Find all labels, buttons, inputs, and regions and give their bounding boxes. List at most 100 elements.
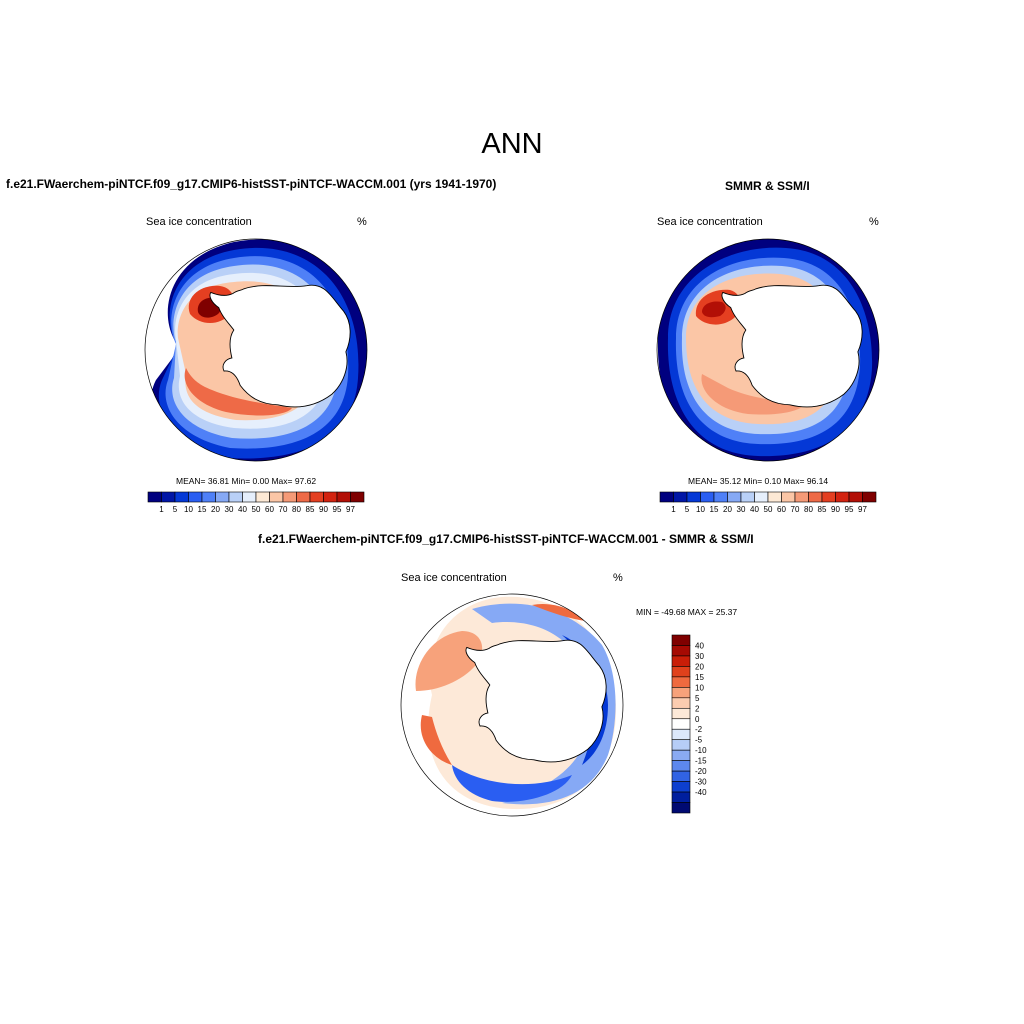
colorbar-swatch (671, 666, 691, 678)
colorbar-tick-label: 30 (225, 505, 234, 514)
colorbar-swatch (671, 781, 691, 793)
colorbar-tick-label: 40 (238, 505, 247, 514)
model-map (144, 238, 368, 462)
model-stats: MEAN= 36.81 Min= 0.00 Max= 97.62 (176, 476, 317, 486)
colorbar-tick-label: -10 (695, 746, 707, 755)
diff-units-label: % (613, 572, 623, 584)
colorbar-tick-label: 5 (695, 694, 700, 703)
diff-panel-title: f.e21.FWaerchem-piNTCF.f09_g17.CMIP6-his… (258, 532, 754, 546)
colorbar-swatch (671, 676, 691, 688)
colorbar-tick-label: 1 (159, 505, 164, 514)
colorbar-tick-label: 20 (695, 662, 704, 671)
colorbar-tick-label: 60 (265, 505, 274, 514)
colorbar-tick-label: 40 (695, 641, 704, 650)
colorbar-tick-label: 85 (818, 505, 827, 514)
colorbar-swatch (671, 634, 691, 646)
colorbar-tick-label: 1 (671, 505, 676, 514)
colorbar-tick-label: 50 (764, 505, 773, 514)
colorbar-tick-label: 15 (695, 673, 704, 682)
map-boundary (144, 238, 368, 462)
colorbar-swatch (671, 728, 691, 741)
colorbar-swatch (161, 491, 176, 503)
colorbar-tick-label: 95 (845, 505, 854, 514)
colorbar-tick-label: 70 (279, 505, 288, 514)
colorbar-swatch (671, 655, 691, 667)
map-boundary (400, 593, 624, 817)
colorbar-swatch (188, 491, 203, 503)
colorbar-swatch (671, 802, 691, 814)
colorbar-tick-label: 60 (777, 505, 786, 514)
colorbar-swatch (174, 491, 189, 503)
colorbar-swatch (740, 491, 755, 503)
colorbar-swatch (848, 491, 863, 503)
colorbar-swatch (671, 645, 691, 657)
colorbar-tick-label: 97 (346, 505, 355, 514)
colorbar-tick-label: -15 (695, 757, 707, 766)
colorbar-swatch (671, 697, 691, 709)
colorbar-swatch (671, 739, 691, 751)
colorbar-tick-label: -40 (695, 788, 707, 797)
colorbar-tick-label: 97 (858, 505, 867, 514)
diff-stats: MIN = -49.68 MAX = 25.37 (636, 607, 738, 617)
obs-map (656, 238, 880, 462)
colorbar-swatch (754, 491, 769, 503)
figure-title: ANN (481, 128, 543, 160)
ross-sea-ice (184, 368, 292, 416)
colorbar-tick-label: -20 (695, 767, 707, 776)
colorbar-swatch (323, 491, 338, 503)
colorbar-swatch (794, 491, 809, 503)
colorbar-swatch (835, 491, 850, 503)
colorbar-tick-label: 10 (696, 505, 705, 514)
colorbar-tick-label: 2 (695, 704, 700, 713)
colorbar-swatch (671, 760, 691, 772)
colorbar-swatch (673, 491, 688, 503)
colorbar-swatch (242, 491, 257, 503)
colorbar-swatch (700, 491, 715, 503)
colorbar-swatch (269, 491, 284, 503)
colorbar-tick-label: 90 (319, 505, 328, 514)
model-panel-title: f.e21.FWaerchem-piNTCF.f09_g17.CMIP6-his… (6, 177, 497, 191)
colorbar-swatch (671, 687, 691, 699)
colorbar-tick-label: 70 (791, 505, 800, 514)
colorbar-tick-label: 50 (252, 505, 261, 514)
diff-map (400, 593, 624, 817)
colorbar-swatch (821, 491, 836, 503)
colorbar-swatch (862, 491, 877, 503)
colorbar-tick-label: 20 (723, 505, 732, 514)
colorbar-swatch (686, 491, 701, 503)
diff-variable-label: Sea ice concentration (401, 572, 507, 584)
colorbar-tick-label: 15 (710, 505, 719, 514)
colorbar-swatch (282, 491, 297, 503)
colorbar-swatch (147, 491, 162, 503)
colorbar-swatch (671, 718, 691, 730)
colorbar-tick-label: 90 (831, 505, 840, 514)
colorbar-tick-label: -5 (695, 736, 703, 745)
colorbar-tick-label: 20 (211, 505, 220, 514)
colorbar-tick-label: 0 (695, 715, 700, 724)
colorbar-swatch (671, 770, 691, 782)
obs-variable-label: Sea ice concentration (657, 216, 763, 228)
colorbar-swatch (713, 491, 728, 503)
colorbar-swatch (671, 707, 691, 720)
model-variable-label: Sea ice concentration (146, 216, 252, 228)
weddell-sea-positive-anomaly (415, 631, 483, 691)
colorbar-tick-label: 5 (685, 505, 690, 514)
colorbar-swatch (296, 491, 311, 503)
colorbar-swatch (215, 491, 230, 503)
colorbar-swatch (808, 491, 823, 503)
colorbar-tick-label: 85 (306, 505, 315, 514)
colorbar-tick-label: 5 (173, 505, 178, 514)
colorbar-swatch (767, 491, 782, 503)
ross-sea-negative-anomaly (452, 765, 572, 802)
colorbar-swatch (659, 491, 674, 503)
colorbar-tick-label: 10 (695, 683, 704, 692)
colorbar-tick-label: -30 (695, 778, 707, 787)
colorbar-swatch (671, 791, 691, 803)
colorbar-swatch (201, 491, 216, 503)
colorbar-tick-label: 40 (750, 505, 759, 514)
colorbar-swatch (228, 491, 243, 503)
colorbar-tick-label: 15 (198, 505, 207, 514)
model-colorbar: 1 5 10 15 20 30 40 50 60 70 80 85 90 95 97 (147, 491, 365, 514)
